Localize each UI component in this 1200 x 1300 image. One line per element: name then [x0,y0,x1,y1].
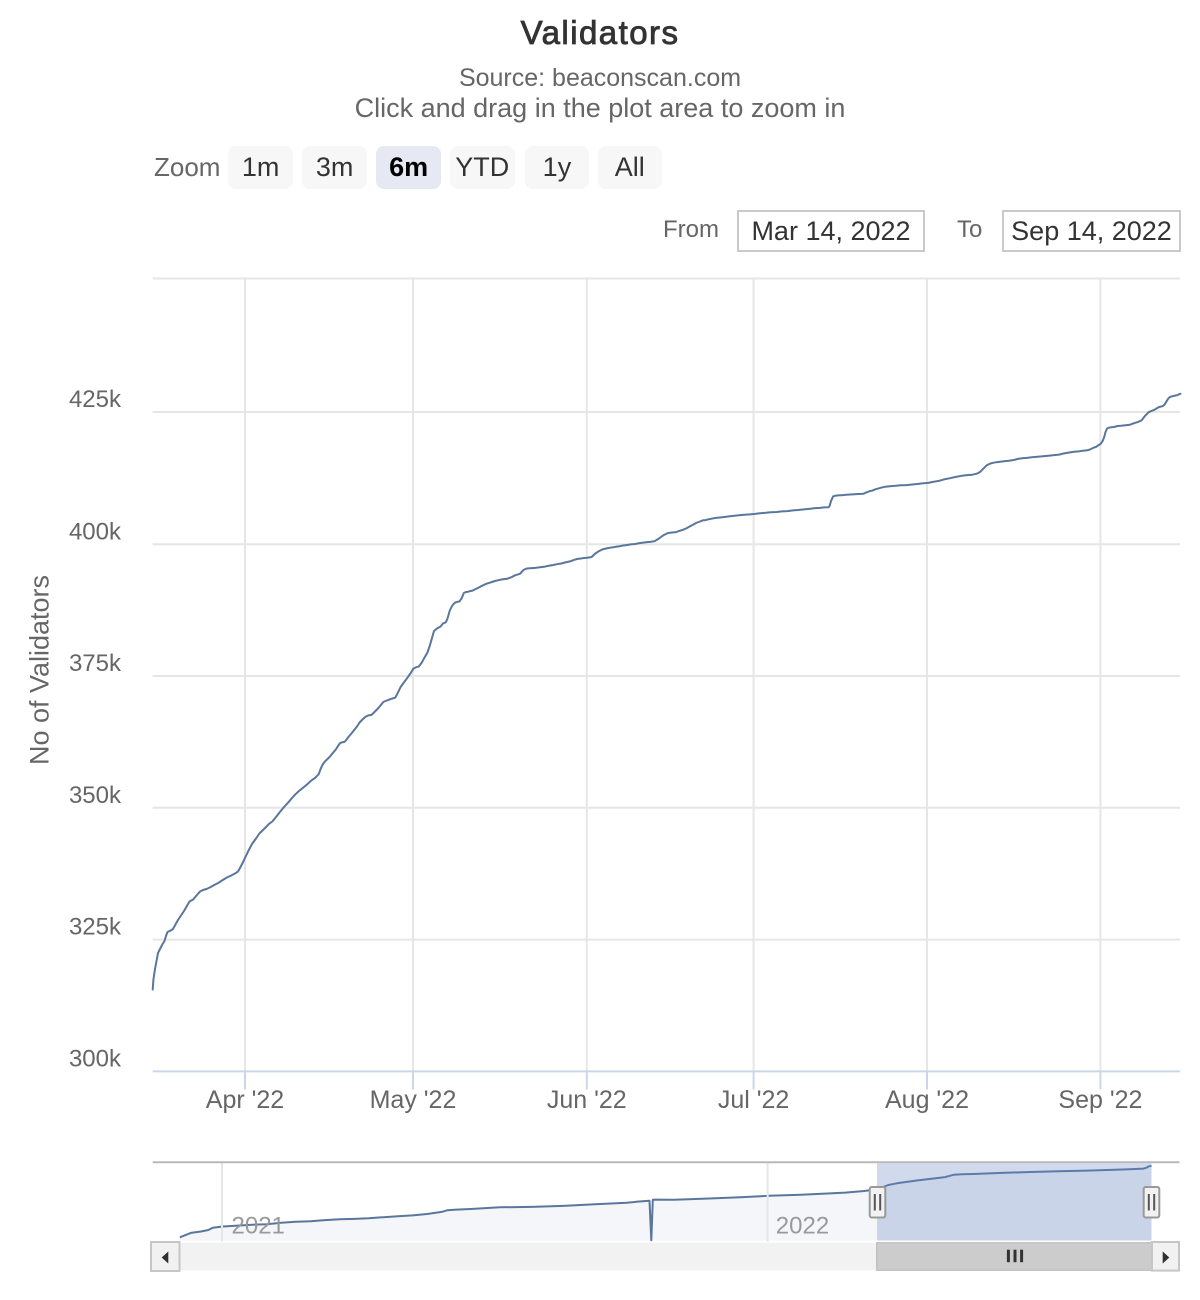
svg-text:325k: 325k [69,914,122,941]
svg-text:2021: 2021 [232,1213,285,1240]
svg-text:350k: 350k [69,782,122,809]
svg-text:425k: 425k [69,386,122,413]
svg-text:May '22: May '22 [370,1086,457,1114]
svg-text:2022: 2022 [776,1213,829,1240]
svg-text:Apr '22: Apr '22 [206,1086,284,1114]
svg-text:No of Validators: No of Validators [25,575,55,765]
svg-text:Aug '22: Aug '22 [885,1086,969,1114]
svg-text:375k: 375k [69,650,122,677]
svg-text:400k: 400k [69,518,122,545]
svg-text:Sep '22: Sep '22 [1058,1086,1142,1114]
svg-text:Jul '22: Jul '22 [718,1086,789,1114]
svg-text:300k: 300k [69,1045,122,1072]
svg-text:Jun '22: Jun '22 [547,1086,627,1114]
